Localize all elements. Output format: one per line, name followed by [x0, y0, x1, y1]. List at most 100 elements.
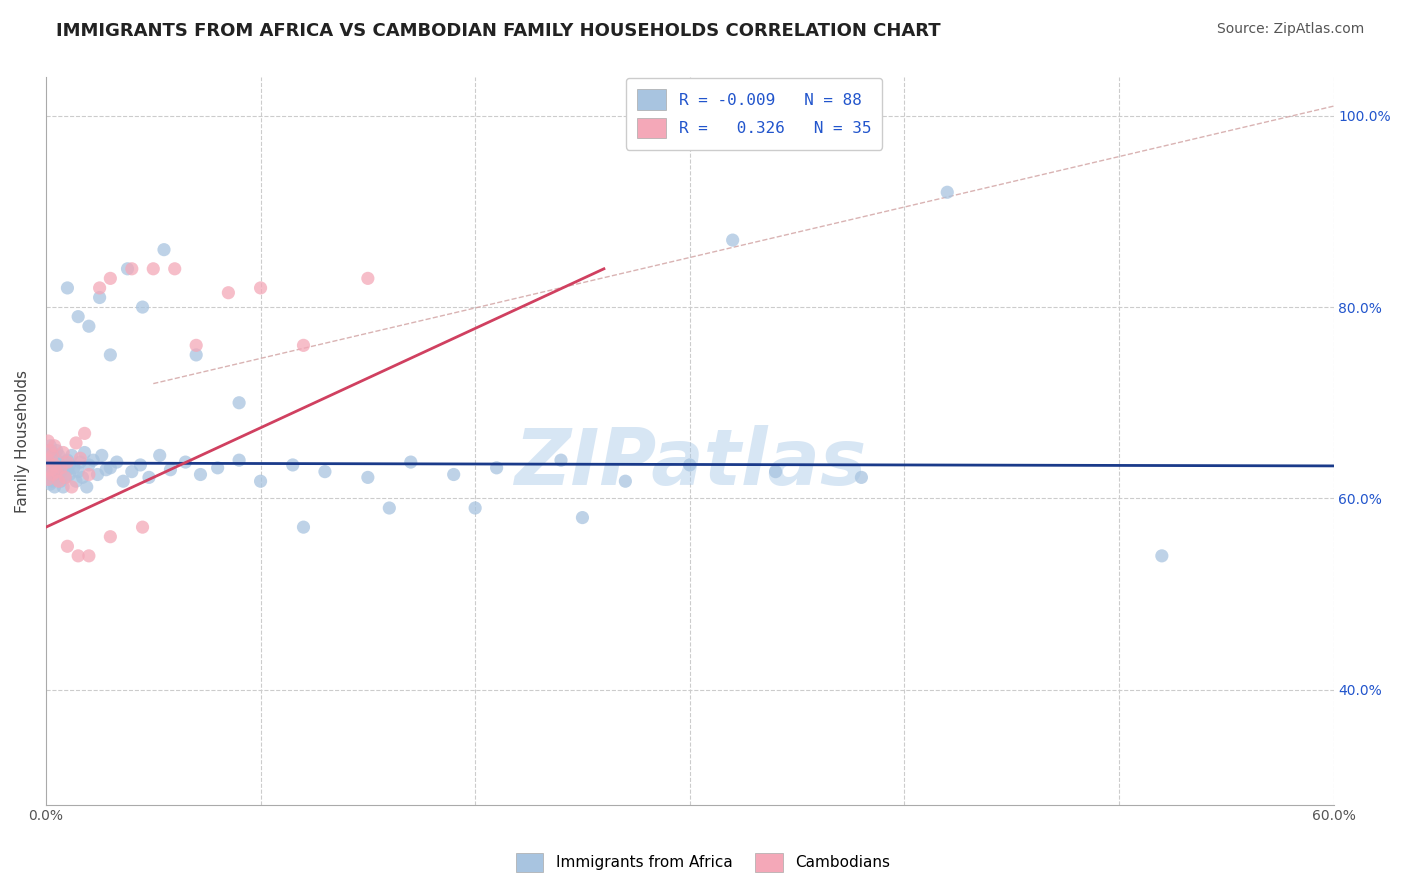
Point [207, 460, 229, 475]
Point [228, 453, 250, 467]
Point [44, 480, 66, 494]
Point [63, 460, 86, 475]
Point [98, 460, 121, 475]
Point [56, 539, 79, 553]
Point [614, 474, 637, 488]
Point [65, 474, 87, 488]
Point [228, 396, 250, 410]
Point [86, 467, 108, 482]
Point [45, 472, 67, 486]
Point [60, 480, 83, 494]
Point [49, 474, 72, 488]
Point [98, 530, 121, 544]
Point [131, 300, 153, 314]
Point [378, 501, 401, 516]
Point [357, 470, 380, 484]
Point [142, 261, 165, 276]
Point [41, 449, 63, 463]
Point [314, 465, 336, 479]
Point [45, 465, 67, 479]
Point [41, 467, 63, 482]
Point [72, 470, 94, 484]
Point [249, 281, 271, 295]
Point [44, 458, 66, 472]
Point [39, 439, 62, 453]
Point [56, 463, 79, 477]
Point [48, 474, 70, 488]
Point [45, 443, 67, 458]
Point [39, 443, 62, 458]
Point [186, 338, 208, 352]
Point [765, 465, 787, 479]
Point [65, 436, 87, 450]
Point [138, 470, 160, 484]
Point [41, 465, 63, 479]
Point [76, 480, 98, 494]
Point [77, 319, 100, 334]
Point [39, 463, 62, 477]
Point [52, 480, 75, 494]
Point [60, 449, 83, 463]
Point [399, 455, 422, 469]
Point [37, 443, 59, 458]
Point [53, 455, 76, 469]
Point [37, 453, 59, 467]
Point [721, 233, 744, 247]
Point [69, 451, 91, 466]
Text: Source: ZipAtlas.com: Source: ZipAtlas.com [1216, 22, 1364, 37]
Point [121, 261, 143, 276]
Point [121, 465, 143, 479]
Legend: Immigrants from Africa, Cambodians: Immigrants from Africa, Cambodians [509, 845, 897, 880]
Text: ZIPatlas: ZIPatlas [513, 425, 866, 500]
Point [112, 474, 135, 488]
Point [90, 449, 112, 463]
Y-axis label: Family Households: Family Households [15, 369, 30, 513]
Point [67, 310, 90, 324]
Point [44, 455, 66, 469]
Point [89, 291, 111, 305]
Point [41, 474, 63, 488]
Point [49, 460, 72, 475]
Point [56, 281, 79, 295]
Point [73, 445, 96, 459]
Point [39, 458, 62, 472]
Point [117, 261, 139, 276]
Point [45, 338, 67, 352]
Point [159, 463, 181, 477]
Point [174, 455, 197, 469]
Point [56, 455, 79, 469]
Point [105, 455, 128, 469]
Point [131, 520, 153, 534]
Point [49, 465, 72, 479]
Text: IMMIGRANTS FROM AFRICA VS CAMBODIAN FAMILY HOUSEHOLDS CORRELATION CHART: IMMIGRANTS FROM AFRICA VS CAMBODIAN FAMI… [56, 22, 941, 40]
Point [77, 549, 100, 563]
Point [53, 470, 76, 484]
Point [571, 510, 593, 524]
Point [149, 449, 172, 463]
Point [37, 472, 59, 486]
Point [186, 348, 208, 362]
Point [37, 434, 59, 448]
Point [39, 477, 62, 491]
Point [41, 445, 63, 459]
Point [89, 281, 111, 295]
Point [67, 549, 90, 563]
Point [37, 453, 59, 467]
Point [936, 186, 959, 200]
Point [52, 445, 75, 459]
Point [37, 463, 59, 477]
Point [44, 439, 66, 453]
Point [45, 463, 67, 477]
Point [48, 449, 70, 463]
Point [37, 472, 59, 486]
Point [44, 470, 66, 484]
Point [98, 271, 121, 285]
Point [45, 453, 67, 467]
Point [550, 453, 572, 467]
Point [82, 453, 104, 467]
Point [485, 460, 508, 475]
Point [53, 470, 76, 484]
Legend: R = -0.009   N = 88, R =   0.326   N = 35: R = -0.009 N = 88, R = 0.326 N = 35 [626, 78, 883, 150]
Point [217, 285, 239, 300]
Point [94, 463, 117, 477]
